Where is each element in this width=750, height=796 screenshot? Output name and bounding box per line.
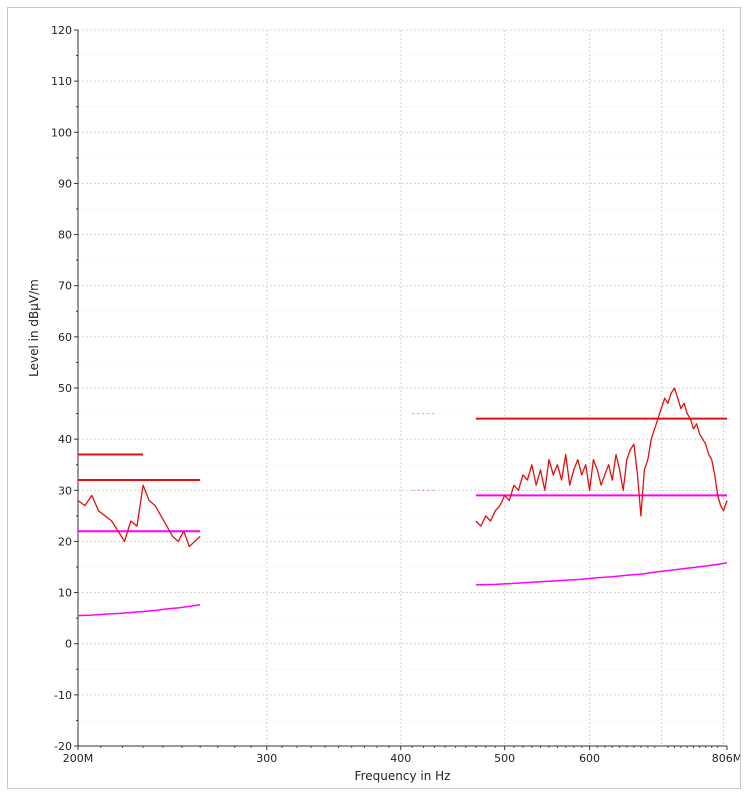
grid — [78, 29, 727, 747]
peak-trace-line — [77, 484, 201, 548]
x-tick-label: 400 — [390, 752, 411, 765]
tick-labels: -20 -10 0 10 20 30 40 50 60 70 80 90 100 110 120 200M 30… — [51, 24, 740, 765]
x-axis-title: Frequency in Hz — [355, 769, 451, 783]
y-tick-label: 0 — [65, 638, 72, 651]
x-tick-label: 500 — [494, 752, 515, 765]
axes — [74, 29, 728, 750]
y-tick-label: 50 — [58, 382, 72, 395]
x-tick-label: 300 — [256, 752, 277, 765]
y-tick-label: 100 — [51, 126, 72, 139]
limit-lines — [78, 413, 727, 533]
x-tick-label: 600 — [579, 752, 600, 765]
x-tick-label: 200M — [63, 752, 94, 765]
x-tick-label: 806M — [712, 752, 740, 765]
average-trace-line — [77, 604, 201, 617]
peak-trace-line — [475, 387, 728, 527]
y-tick-label: 80 — [58, 229, 72, 242]
y-tick-label: 70 — [58, 280, 72, 293]
traces — [77, 387, 728, 617]
y-tick-label: 40 — [58, 433, 72, 446]
y-tick-label: 30 — [58, 484, 72, 497]
y-tick-label: 20 — [58, 535, 72, 548]
y-tick-label: -10 — [54, 689, 72, 702]
y-tick-label: 120 — [51, 24, 72, 37]
emission-chart: -20 -10 0 10 20 30 40 50 60 70 80 90 100 110 120 200M 30… — [27, 24, 740, 783]
y-tick-label: 60 — [58, 331, 72, 344]
y-axis-title: Level in dBµV/m — [27, 279, 41, 377]
y-tick-label: 90 — [58, 177, 72, 190]
average-trace-line — [475, 562, 728, 586]
y-tick-label: -20 — [54, 740, 72, 753]
y-tick-label: 10 — [58, 587, 72, 600]
y-tick-label: 110 — [51, 75, 72, 88]
chart-frame: -20 -10 0 10 20 30 40 50 60 70 80 90 100 110 120 200M 30… — [7, 7, 741, 789]
